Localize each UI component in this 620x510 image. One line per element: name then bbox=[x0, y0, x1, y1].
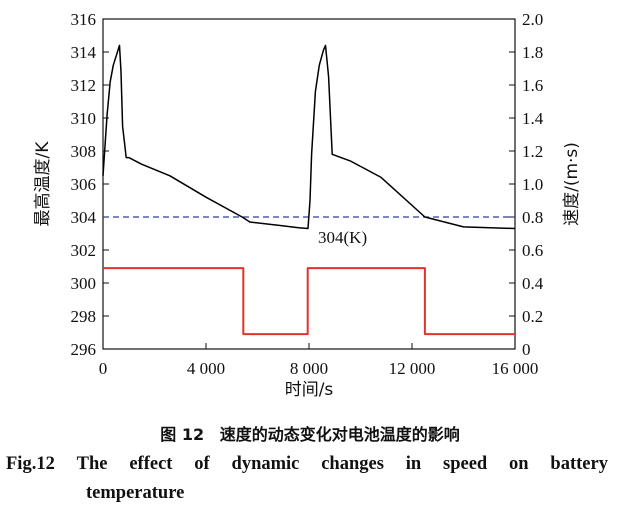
y-left-tick-label: 308 bbox=[71, 142, 97, 161]
caption-en-word: in bbox=[405, 454, 422, 474]
y-left-tick-label: 312 bbox=[71, 76, 97, 95]
y-right-tick-label: 1.0 bbox=[522, 175, 543, 194]
x-tick-label: 12 000 bbox=[389, 359, 436, 378]
caption-en-word: changes bbox=[321, 454, 384, 474]
y-left-tick-label: 300 bbox=[71, 274, 97, 293]
caption-english: Fig.12 The effect of dynamic changes in speed o… bbox=[6, 450, 608, 508]
y-right-tick-label: 1.8 bbox=[522, 43, 543, 62]
y-right-tick-label: 1.6 bbox=[522, 76, 543, 95]
y-right-tick-label: 1.4 bbox=[522, 109, 544, 128]
y-right-tick-label: 2.0 bbox=[522, 10, 543, 29]
x-tick-label: 8 000 bbox=[290, 359, 328, 378]
y-right-tick-label: 0.8 bbox=[522, 208, 543, 227]
y-left-tick-label: 302 bbox=[71, 241, 97, 260]
caption-en-word: on bbox=[509, 454, 529, 474]
caption-en-word: speed bbox=[443, 454, 488, 474]
y-right-tick-label: 1.2 bbox=[522, 142, 543, 161]
speed-series-line bbox=[103, 267, 515, 336]
y-right-tick-label: 0.6 bbox=[522, 241, 543, 260]
x-axis-title: 时间/s bbox=[285, 380, 334, 400]
y-left-tick-label: 306 bbox=[71, 175, 97, 194]
plot-frame bbox=[102, 18, 516, 350]
ticks bbox=[102, 18, 516, 350]
caption-en-line2: temperature bbox=[86, 483, 185, 503]
caption-en-word: effect bbox=[129, 454, 173, 474]
y-left-tick-label: 298 bbox=[71, 307, 97, 326]
caption-zh-number: 图 12 bbox=[160, 425, 205, 444]
y-left-tick-label: 314 bbox=[71, 43, 97, 62]
x-tick-label: 16 000 bbox=[492, 359, 539, 378]
y-left-tick-label: 304 bbox=[71, 208, 97, 227]
caption-en-word: battery bbox=[550, 454, 608, 474]
caption-en-word: of bbox=[194, 454, 210, 474]
temperature-series-line bbox=[102, 44, 516, 230]
y-right-tick-label: 0 bbox=[522, 340, 531, 359]
y-left-tick-label: 310 bbox=[71, 109, 97, 128]
y-right-tick-label: 0.4 bbox=[522, 274, 544, 293]
caption-zh-title: 速度的动态变化对电池温度的影响 bbox=[219, 425, 460, 444]
caption-en-word: The bbox=[76, 454, 108, 474]
series-layer bbox=[102, 44, 516, 336]
y-axis-left-title: 最高温度/K bbox=[33, 141, 53, 227]
x-tick-label: 4 000 bbox=[187, 359, 225, 378]
reference-line-label: 304(K) bbox=[318, 228, 367, 247]
tick-labels: 0 4 000 8 000 12 000 16 000 296 298 300 302 304 30… bbox=[71, 10, 544, 378]
x-tick-label: 0 bbox=[99, 359, 108, 378]
y-left-tick-label: 316 bbox=[71, 10, 97, 29]
caption-en-line1: Fig.12 The effect of dynamic changes in speed o… bbox=[6, 450, 608, 479]
y-right-tick-label: 0.2 bbox=[522, 307, 543, 326]
y-left-tick-label: 296 bbox=[71, 340, 97, 359]
y-axis-right-title: 速度/(m·s) bbox=[562, 142, 582, 226]
caption-chinese: 图 12 速度的动态变化对电池温度的影响 bbox=[0, 421, 620, 445]
caption-en-word: dynamic bbox=[231, 454, 300, 474]
chart: 0 4 000 8 000 12 000 16 000 296 298 300 302 304 30… bbox=[33, 10, 582, 400]
caption-en-number: Fig.12 bbox=[6, 454, 55, 474]
